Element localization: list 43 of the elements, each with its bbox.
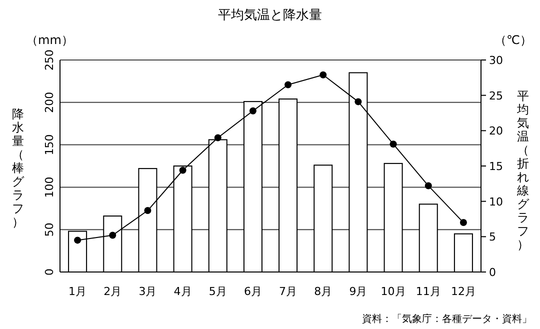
x-tick-label: 4月 — [174, 285, 192, 298]
y-tick-label: 0 — [43, 268, 56, 276]
y-tick-label: 250 — [43, 50, 56, 70]
y2-tick-label: 25 — [489, 89, 503, 102]
y2-tick-label: 30 — [489, 54, 503, 67]
text: 資料：「気象庁：各種データ・資料」 — [362, 313, 532, 325]
x-tick-label: 1月 — [68, 285, 87, 298]
x-tick-label: 3月 — [138, 285, 157, 298]
point — [109, 232, 116, 239]
title: 平均気温と降水量 — [218, 8, 322, 23]
x-tick-label: 11月 — [416, 285, 441, 298]
y2-tick-label: 0 — [489, 266, 496, 279]
y-tick-label: 50 — [43, 222, 56, 237]
x-tick-label: 10月 — [380, 285, 406, 298]
x-tick-label: 9月 — [349, 285, 368, 298]
point — [284, 81, 292, 88]
point — [249, 107, 256, 114]
x-tick-label: 2月 — [104, 285, 122, 298]
point — [144, 207, 152, 214]
x-tick-label: 5月 — [208, 285, 227, 298]
point — [354, 98, 362, 106]
text: （℃） — [494, 33, 532, 47]
y-tick-label: 100 — [43, 176, 56, 198]
text: （mm） — [26, 33, 74, 47]
x-tick-label: 6月 — [244, 285, 262, 298]
y2-tick-label: 20 — [489, 124, 503, 138]
y2-tick-label: 5 — [489, 230, 496, 244]
y-tick-label: 200 — [43, 92, 56, 113]
y2-tick-label: 10 — [489, 195, 503, 208]
x-tick-label: 12月 — [450, 285, 476, 298]
point — [460, 219, 467, 226]
point — [74, 236, 82, 244]
point — [424, 182, 432, 190]
point — [214, 134, 222, 142]
y2-tick-label: 15 — [489, 160, 503, 173]
y-tick-label: 150 — [43, 134, 56, 156]
x-tick-label: 7月 — [279, 285, 298, 298]
y-axis-title: 降水量（棒グラフ） — [12, 107, 24, 229]
point — [390, 140, 397, 148]
point — [179, 166, 186, 174]
x-tick-label: 8月 — [314, 285, 332, 298]
point — [320, 71, 327, 78]
y2-axis-title: 平均気温（折れ線グラフ） — [517, 89, 529, 252]
